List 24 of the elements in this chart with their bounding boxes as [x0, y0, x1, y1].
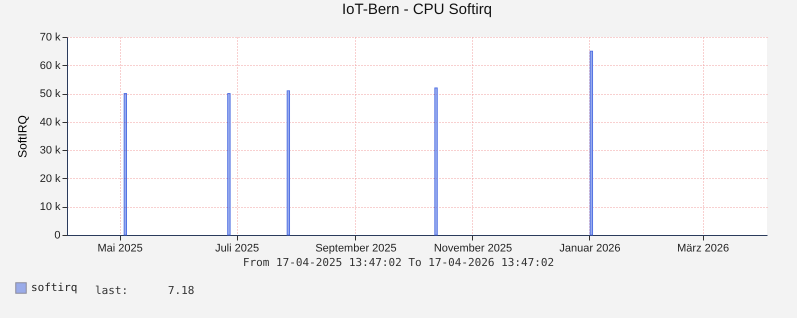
x-tick-label: März 2026 — [677, 242, 730, 254]
text: From 17-04-2025 13:47:02 To 17-04-2026 13:47:02 — [242, 256, 556, 269]
y-tick-label: 50 k — [40, 88, 61, 100]
y-tick-label: 0 — [54, 230, 60, 242]
y-tick-label: 60 k — [40, 60, 61, 72]
x-tick-label: Januar 2026 — [559, 242, 621, 254]
bar — [434, 88, 438, 236]
bar — [286, 90, 290, 236]
y-tick-label: 40 k — [40, 116, 61, 128]
text: last: 7.18 — [95, 284, 194, 297]
y-tick-label: 30 k — [40, 144, 61, 157]
x-tick-label: November 2025 — [434, 242, 512, 254]
x-tick-label: Mai 2025 — [97, 242, 143, 254]
y-axis-title: SoftIRQ — [16, 115, 30, 158]
y-tick-label: 20 k — [40, 172, 61, 185]
bar — [124, 93, 127, 236]
chart-title: IoT-Bern - CPU Softirq — [342, 1, 492, 18]
bar — [590, 50, 594, 236]
bar — [227, 93, 231, 236]
legend-label: softirq — [31, 281, 78, 294]
y-tick-label: 10 k — [40, 201, 61, 214]
x-tick-label: September 2025 — [315, 242, 397, 254]
y-tick-label: 70 k — [40, 32, 61, 44]
x-tick-label: Juli 2025 — [215, 242, 260, 254]
